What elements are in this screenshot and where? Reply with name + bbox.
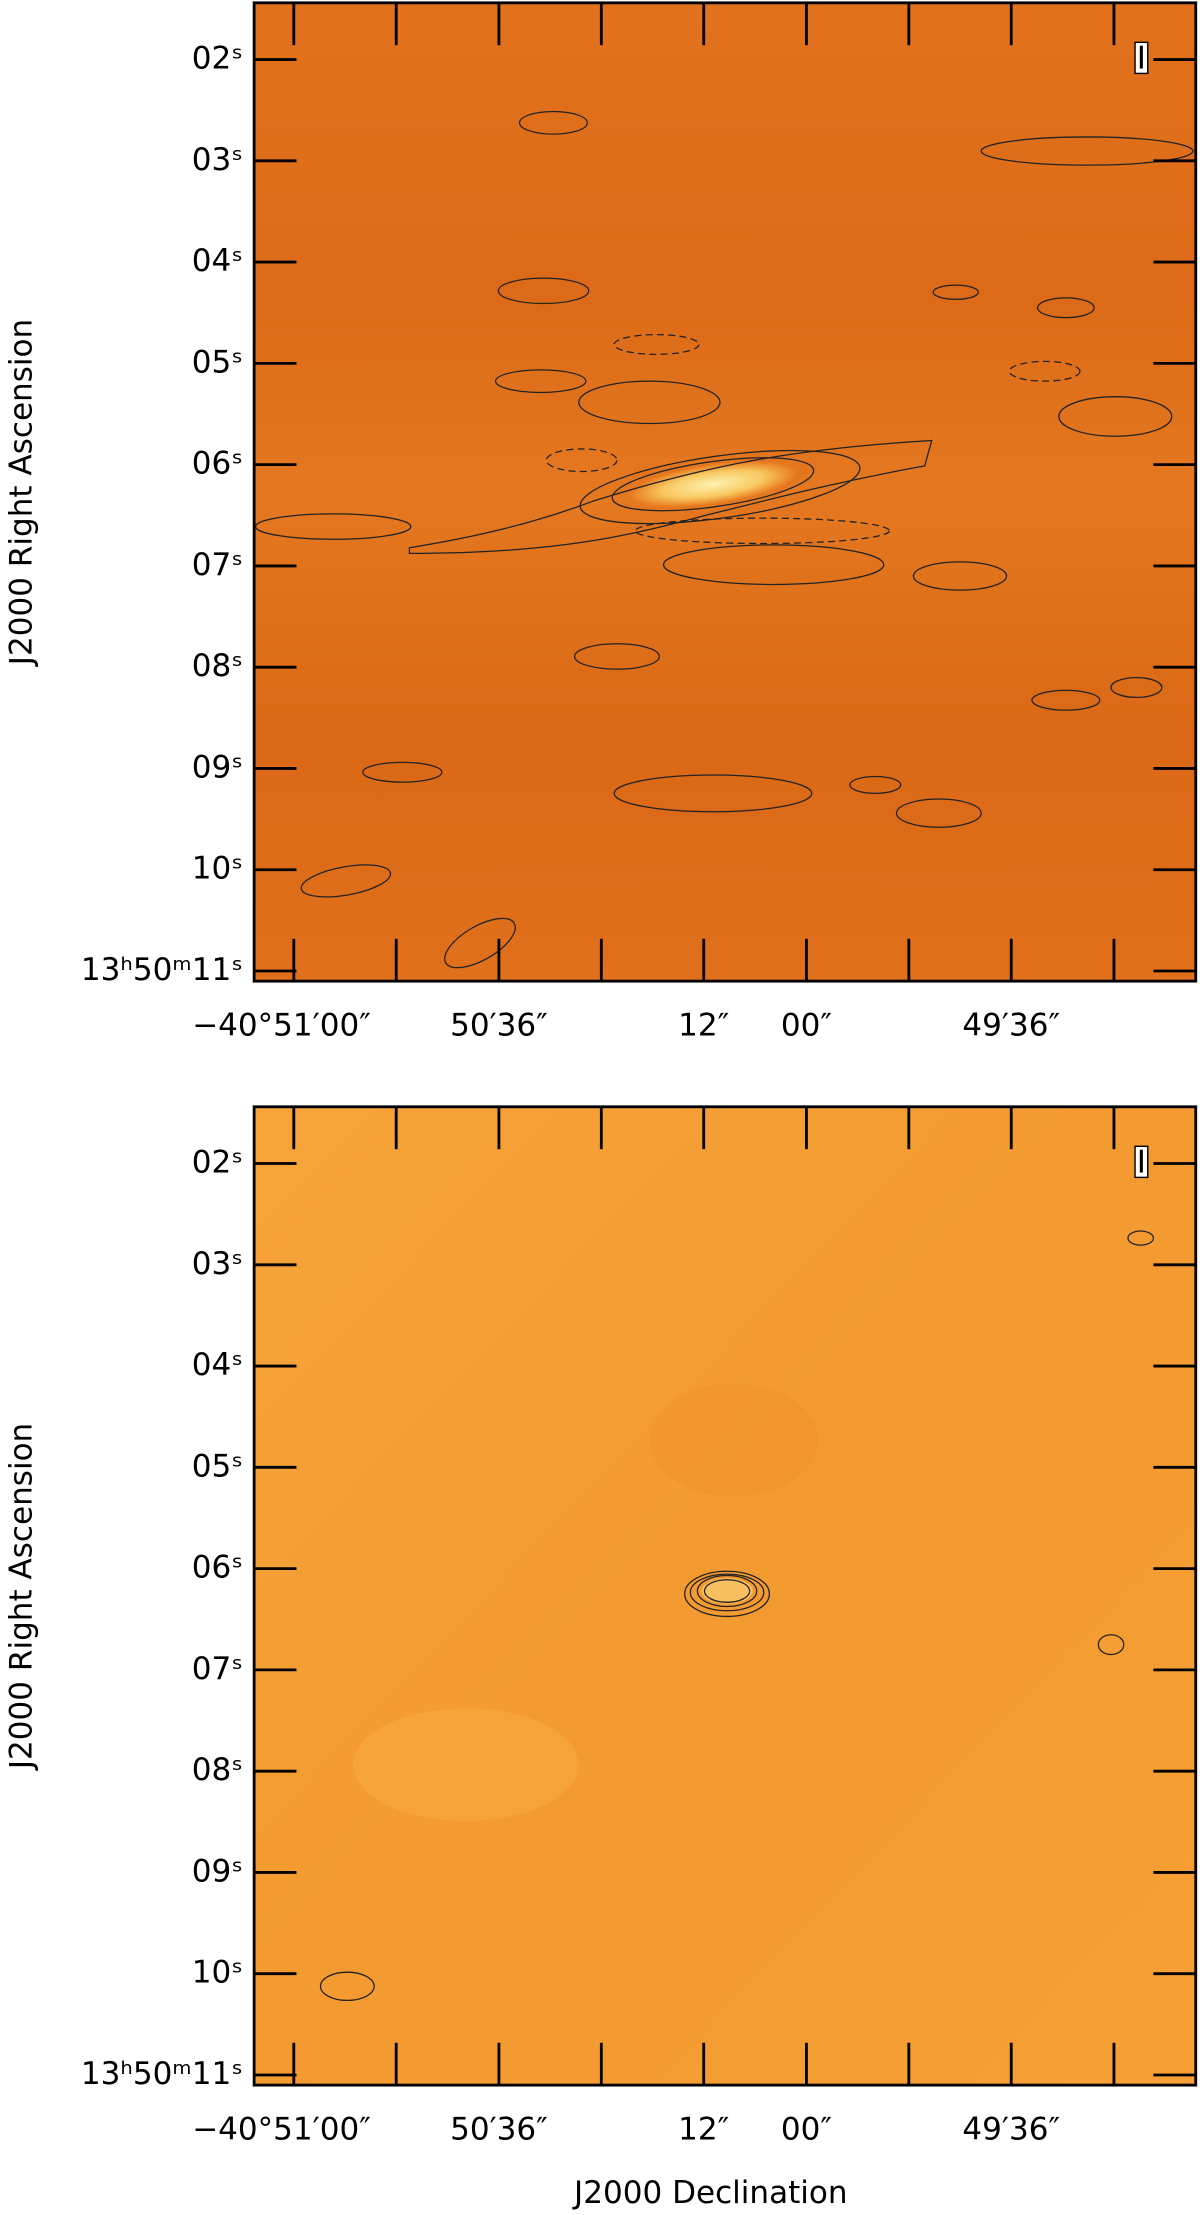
y-tick-label: 07ˢ [192,547,243,583]
stokes-label: I [1137,40,1146,76]
y-tick-label: 13ʰ50ᵐ11ˢ [81,952,243,988]
y-axis-label: J2000 Right Ascension [4,1423,40,1771]
x-tick-label: 49′36″ [962,1007,1060,1043]
x-tick-label: 12″ [678,1007,729,1043]
x-tick-label: −40°51′00″ [192,1007,371,1043]
x-tick-label: 50′36″ [450,1007,548,1043]
y-tick-label: 10ˢ [192,1955,243,1991]
x-tick-label: 12″ [678,2111,729,2147]
stokes-marker [1134,41,1149,75]
stokes-label: I [1137,1144,1146,1180]
plot-frame [252,1105,1198,2087]
map-image [254,1106,1196,2086]
x-tick-label: 00″ [781,1007,832,1043]
stokes-marker [1134,1145,1149,1179]
y-tick-label: 08ˢ [192,648,243,684]
y-tick-label: 10ˢ [192,851,243,887]
y-tick-label: 02ˢ [192,41,243,77]
y-tick-label: 05ˢ [192,344,243,380]
y-tick-label: 13ʰ50ᵐ11ˢ [81,2056,243,2092]
y-tick-label: 03ˢ [192,1246,243,1282]
x-tick-label: 49′36″ [962,2111,1060,2147]
y-tick-label: 03ˢ [192,142,243,178]
y-tick-label: 04ˢ [192,1347,243,1383]
x-tick-label: 00″ [781,2111,832,2147]
y-tick-label: 08ˢ [192,1752,243,1788]
y-tick-label: 02ˢ [192,1145,243,1181]
x-tick-label: −40°51′00″ [192,2111,371,2147]
plot-frame [252,1,1198,983]
y-tick-label: 06ˢ [192,446,243,482]
y-tick-label: 07ˢ [192,1651,243,1687]
x-axis-label: J2000 Declination [572,2175,848,2211]
x-tick-label: 50′36″ [450,2111,548,2147]
y-tick-label: 09ˢ [192,1853,243,1889]
y-tick-label: 04ˢ [192,243,243,279]
map-image [254,2,1196,982]
y-tick-label: 05ˢ [192,1448,243,1484]
y-tick-label: 06ˢ [192,1550,243,1586]
y-axis-label: J2000 Right Ascension [4,319,40,667]
y-tick-label: 09ˢ [192,749,243,785]
